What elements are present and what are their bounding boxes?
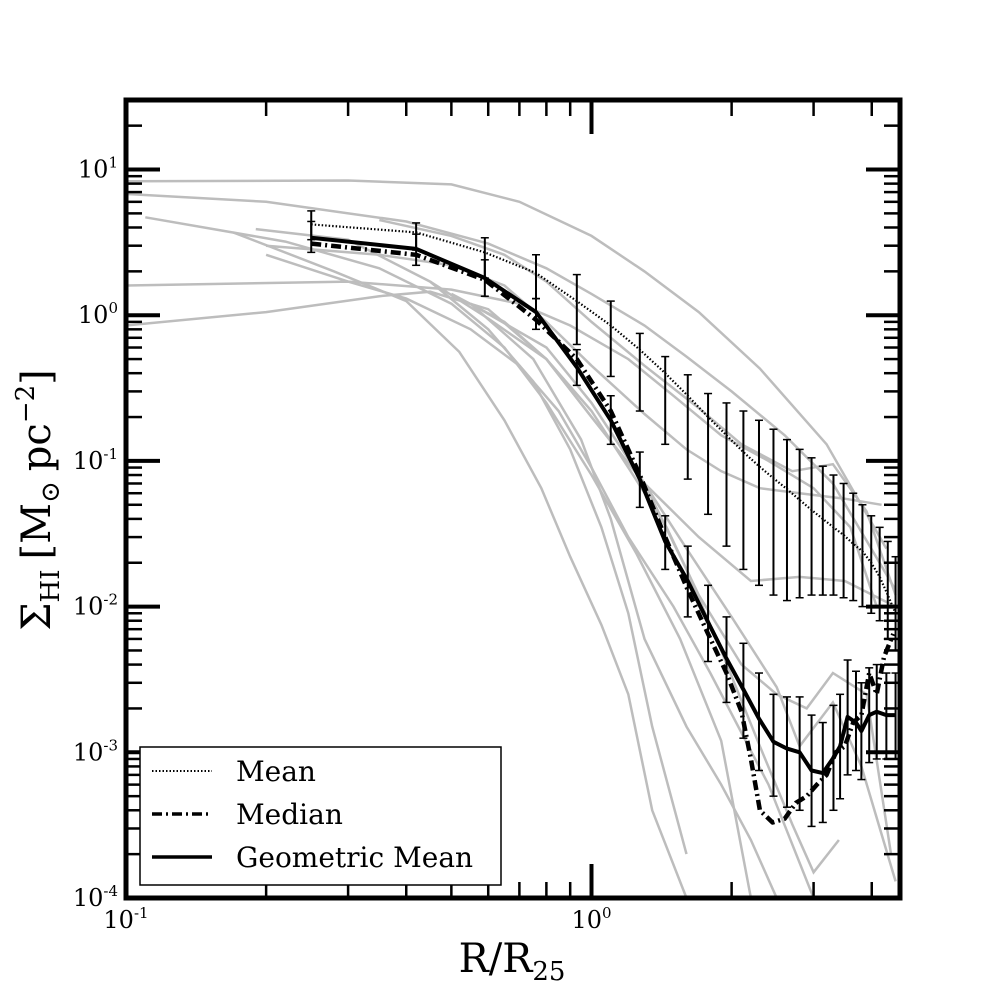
y-axis-label: ΣHI[M⊙pc−2]: [11, 369, 66, 631]
series-line-geometric-mean: [310, 235, 896, 776]
series-line-median: [310, 241, 896, 825]
axis-tick-labels: 10-4 10-3 10-2 10-1 100 101 10-1 100: [73, 154, 612, 934]
legend-label-mean: Mean: [236, 755, 316, 788]
individual-profile-line: [126, 179, 888, 550]
legend-label-median: Median: [236, 798, 343, 831]
y-tick-label: 101: [78, 154, 118, 184]
individual-profile-line: [255, 227, 688, 855]
series-line-mean: [311, 223, 897, 614]
summary-series: [310, 223, 897, 825]
y-tick-label: 10-1: [73, 445, 118, 475]
legend-box: [139, 746, 502, 886]
y-tick-label: 100: [78, 299, 118, 329]
individual-profile-line: [379, 218, 897, 596]
y-tick-label: 10-4: [73, 882, 118, 912]
individual-profile-line: [469, 302, 814, 898]
legend-label-geometric-mean: Geometric Mean: [236, 841, 473, 874]
plot-frame: [123, 97, 903, 901]
x-tick-label: 100: [571, 904, 611, 934]
y-tick-label: 10-2: [73, 591, 118, 621]
x-axis-label: R/R25: [459, 936, 566, 987]
y-tick-label: 10-3: [73, 736, 118, 766]
individual-profile-line: [232, 231, 688, 898]
legend: Mean Median Geometric Mean: [139, 746, 502, 886]
x-tick-label: 10-1: [103, 904, 148, 934]
individual-profile-line: [145, 216, 753, 898]
individual-profile-line: [126, 192, 897, 591]
